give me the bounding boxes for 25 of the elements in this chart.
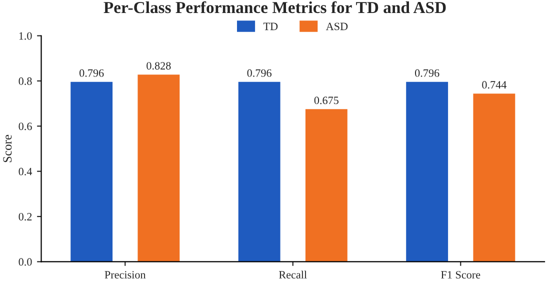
data-label: 0.796 <box>415 69 440 77</box>
bar <box>406 82 448 262</box>
data-label: 0.828 <box>146 62 171 70</box>
legend-label: ASD <box>326 22 348 30</box>
data-label: 0.744 <box>482 81 506 89</box>
y-tick-label: 0.0 <box>18 258 32 266</box>
x-tick-label: Precision <box>104 271 146 279</box>
data-label: 0.796 <box>247 69 272 77</box>
y-axis-title: Score <box>3 134 12 162</box>
legend-label: TD <box>263 22 278 30</box>
y-tick-label: 0.2 <box>18 212 32 221</box>
data-label: 0.796 <box>80 69 104 77</box>
y-tick-label: 0.8 <box>18 77 32 85</box>
y-tick-label: 0.6 <box>18 122 32 130</box>
data-label: 0.675 <box>314 96 338 104</box>
bar <box>70 82 113 262</box>
y-tick-label: 0.4 <box>18 168 32 176</box>
bar <box>238 82 280 262</box>
y-tick-label: 1.0 <box>19 32 32 40</box>
bar <box>138 74 180 262</box>
bar <box>473 94 516 262</box>
bar <box>305 109 348 262</box>
chart-title: Per-Class Performance Metrics for TD and ASD <box>104 1 446 14</box>
x-tick-label: F1 Score <box>441 271 480 279</box>
x-tick-label: Recall <box>279 270 307 279</box>
